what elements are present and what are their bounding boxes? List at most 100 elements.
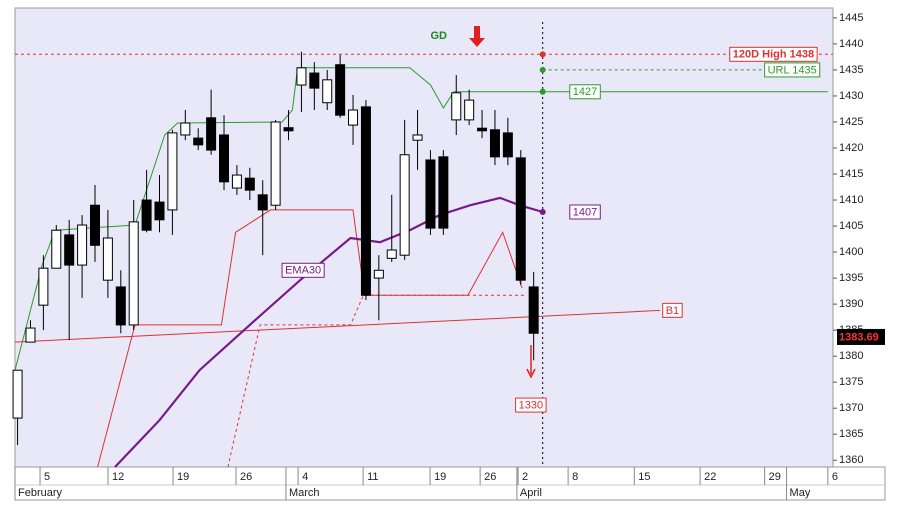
y-tick-label: 1375 [839, 376, 863, 388]
candle-body [12, 369, 23, 419]
annotation-box [569, 84, 601, 100]
y-tick-label: 1430 [839, 90, 863, 102]
candle-body [167, 132, 178, 211]
indicator-line [114, 196, 544, 468]
annotation-label: 120D High 1438 [733, 49, 814, 61]
y-tick-label: 1370 [839, 402, 863, 414]
candle-body [193, 137, 204, 146]
x-tick-label: 26 [240, 471, 252, 483]
candle-body [386, 249, 397, 259]
level-dot [539, 51, 546, 58]
candle-body [206, 117, 217, 151]
candle-body [128, 221, 139, 326]
candle-body [373, 269, 384, 279]
annotation-label: EMA30 [285, 265, 321, 277]
candle-body [141, 199, 152, 231]
candle-body [477, 127, 488, 132]
x-tick-label: 29 [769, 471, 781, 483]
candle-body [270, 121, 281, 206]
month-label: April [520, 487, 542, 499]
level-dot [539, 66, 546, 73]
x-tick-label: 22 [704, 471, 716, 483]
candle-body [283, 127, 294, 132]
candle-body [25, 327, 36, 343]
y-tick-label: 1405 [839, 220, 863, 232]
candle-body [115, 286, 126, 326]
candle-body [335, 64, 346, 116]
annotation-box [764, 62, 821, 78]
y-tick-label: 1420 [839, 142, 863, 154]
x-tick-label: 5 [44, 471, 50, 483]
y-tick-label: 1410 [839, 194, 863, 206]
x-tick-label: 19 [434, 471, 446, 483]
y-tick-label: 1415 [839, 168, 863, 180]
candle-body [528, 286, 539, 334]
annotation-box [281, 262, 325, 278]
candle-body [464, 99, 475, 121]
candle-body [51, 229, 62, 269]
indicator-line [227, 294, 525, 468]
candle-body [412, 134, 423, 141]
candle-body [77, 224, 88, 266]
x-tick-label: 2 [522, 471, 528, 483]
annotation-box [515, 397, 547, 413]
candle-body [219, 134, 230, 183]
candle-body [515, 157, 526, 281]
candle-body [309, 72, 320, 89]
x-tick-label: 4 [302, 471, 308, 483]
level-dot [539, 209, 546, 215]
date-axis [14, 466, 886, 501]
y-tick-label: 1440 [839, 38, 863, 50]
level-dot [539, 88, 546, 95]
annotation-label: 1427 [573, 86, 597, 98]
x-tick-label: 11 [367, 471, 378, 483]
y-tick-label: 1390 [839, 298, 863, 310]
indicator-line [97, 209, 523, 468]
candle-body [257, 194, 268, 211]
x-tick-label: 15 [638, 471, 650, 483]
target-arrow [526, 345, 536, 379]
candle-body [322, 79, 333, 104]
y-tick-label: 1360 [839, 454, 863, 466]
candle-body [180, 122, 191, 136]
y-tick-label: 1425 [839, 116, 863, 128]
candle-body [451, 92, 462, 121]
candle-body [244, 177, 255, 191]
y-tick-label: 1445 [839, 12, 863, 24]
y-tick-label: 1395 [839, 272, 863, 284]
plot-area [14, 7, 834, 468]
candle-body [296, 67, 307, 86]
candle-body [502, 132, 513, 158]
y-tick-label: 1400 [839, 246, 863, 258]
candle-body [102, 237, 113, 281]
x-tick-label: 8 [572, 471, 578, 483]
candle-body [231, 174, 242, 189]
x-tick-label: 6 [832, 471, 838, 483]
chart-layer: 1360136513701375138013851390139514001405… [12, 12, 885, 500]
annotation-box [569, 204, 601, 220]
candle-body [64, 234, 75, 266]
x-tick-label: 19 [177, 471, 189, 483]
month-label: May [790, 487, 811, 499]
annotation-box [729, 46, 818, 62]
candle-body [38, 267, 49, 306]
annotation-label: 1330 [519, 399, 543, 411]
last-price-label: 1383.69 [839, 331, 879, 343]
y-tick-label: 1365 [839, 428, 863, 440]
annotation-box [662, 302, 683, 318]
annotation-label: URL 1435 [768, 64, 817, 76]
last-price-box [837, 328, 885, 345]
candle-body [89, 204, 100, 246]
indicator-line [14, 309, 661, 343]
candle-body [360, 106, 371, 296]
month-label: March [289, 487, 320, 499]
annotation-label: B1 [666, 305, 679, 317]
candle-body [348, 109, 359, 126]
candle-body [489, 129, 500, 158]
signal-label: GD [430, 30, 447, 42]
x-tick-label: 12 [112, 471, 124, 483]
signal-arrow [469, 26, 485, 47]
candle-body [399, 154, 410, 256]
month-label: February [18, 487, 63, 499]
